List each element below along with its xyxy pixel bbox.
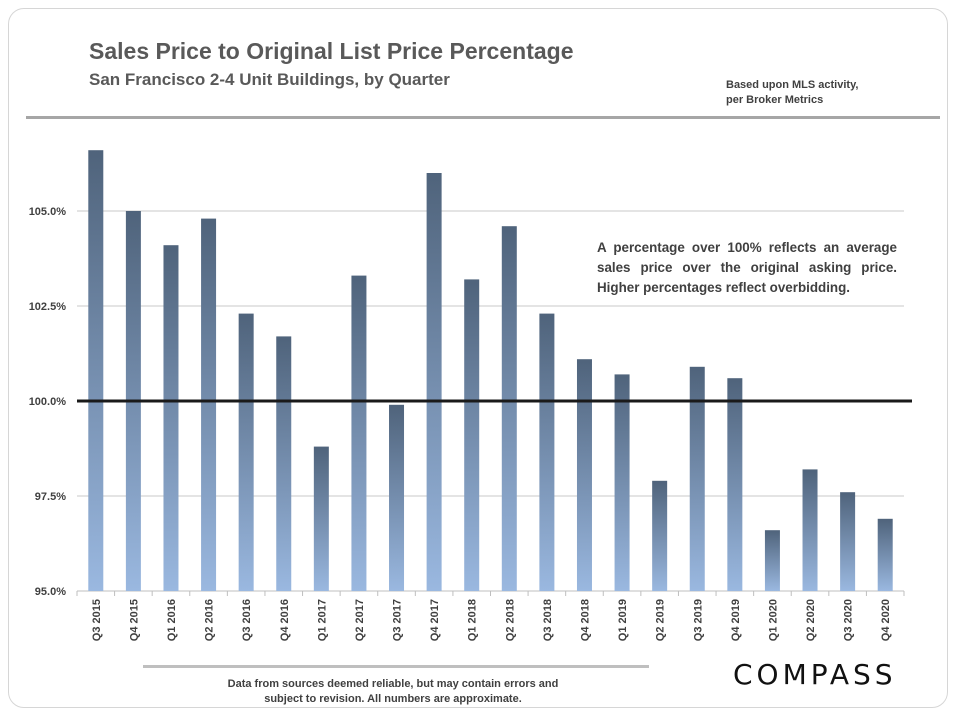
slide-frame bbox=[8, 8, 948, 708]
bar bbox=[163, 245, 179, 591]
x-tick-label: Q2 2019 bbox=[655, 599, 667, 641]
chart-subtitle: San Francisco 2-4 Unit Buildings, by Qua… bbox=[89, 70, 450, 89]
x-tick-label: Q3 2018 bbox=[542, 599, 554, 641]
x-tick-label: Q1 2020 bbox=[767, 599, 779, 641]
y-tick-label: 100.0% bbox=[29, 396, 67, 408]
x-tick-label: Q4 2017 bbox=[429, 599, 441, 641]
bar bbox=[840, 492, 856, 591]
x-tick-label: Q4 2020 bbox=[880, 599, 892, 641]
bar bbox=[802, 469, 818, 591]
annotation-note: A percentage over 100% reflects an avera… bbox=[597, 240, 897, 295]
source-note: Based upon MLS activity, per Broker Metr… bbox=[726, 78, 926, 108]
source-line-2: per Broker Metrics bbox=[726, 94, 824, 106]
x-tick-label: Q1 2016 bbox=[166, 599, 178, 641]
x-tick-label: Q3 2015 bbox=[91, 599, 103, 641]
x-tick-label: Q4 2018 bbox=[579, 599, 591, 641]
bar bbox=[689, 366, 705, 591]
y-tick-label: 95.0% bbox=[35, 586, 66, 598]
disclaimer: Data from sources deemed reliable, but m… bbox=[180, 677, 606, 707]
x-tick-label: Q3 2019 bbox=[692, 599, 704, 641]
disclaimer-line-2: subject to revision. All numbers are app… bbox=[264, 693, 522, 705]
x-tick-label: Q1 2019 bbox=[617, 599, 629, 641]
bar bbox=[652, 480, 668, 591]
chart-title: Sales Price to Original List Price Perce… bbox=[89, 38, 574, 64]
bar bbox=[426, 173, 442, 591]
x-tick-label: Q2 2018 bbox=[504, 599, 516, 641]
compass-logo: COMPASS bbox=[733, 658, 897, 691]
bar bbox=[313, 446, 329, 591]
bar bbox=[88, 150, 104, 591]
x-tick-label: Q2 2017 bbox=[354, 599, 366, 641]
x-tick-label: Q1 2018 bbox=[467, 599, 479, 641]
bar bbox=[351, 275, 367, 591]
disclaimer-line-1: Data from sources deemed reliable, but m… bbox=[227, 678, 559, 690]
x-tick-label: Q4 2015 bbox=[128, 599, 140, 641]
y-axis-ticks: 95.0% 97.5% 100.0% 102.5% 105.0% bbox=[29, 206, 67, 598]
bar bbox=[464, 279, 480, 591]
footer-divider bbox=[143, 665, 649, 668]
bar bbox=[201, 218, 217, 591]
x-tick-label: Q1 2017 bbox=[316, 599, 328, 641]
header-divider bbox=[26, 116, 940, 119]
y-tick-label: 105.0% bbox=[29, 206, 67, 218]
y-tick-label: 97.5% bbox=[35, 491, 66, 503]
bar bbox=[501, 226, 517, 591]
bar bbox=[276, 336, 292, 591]
y-tick-label: 102.5% bbox=[29, 301, 67, 313]
source-line-1: Based upon MLS activity, bbox=[726, 79, 859, 91]
x-tick-label: Q2 2016 bbox=[204, 599, 216, 641]
x-tick-label: Q3 2017 bbox=[392, 599, 404, 641]
x-tick-label: Q2 2020 bbox=[805, 599, 817, 641]
bar bbox=[576, 359, 592, 591]
bar bbox=[539, 313, 555, 591]
bar bbox=[389, 404, 405, 591]
x-tick-label: Q4 2019 bbox=[730, 599, 742, 641]
bar bbox=[238, 313, 254, 591]
x-axis-ticks: Q3 2015 Q4 2015 Q1 2016 Q2 2016 Q3 2016 Q4 20… bbox=[76, 591, 905, 641]
bar bbox=[877, 518, 893, 591]
x-tick-label: Q4 2016 bbox=[279, 599, 291, 641]
bars bbox=[88, 150, 893, 591]
bar bbox=[727, 378, 743, 591]
x-tick-label: Q3 2016 bbox=[241, 599, 253, 641]
bar bbox=[614, 374, 630, 591]
x-tick-label: Q3 2020 bbox=[843, 599, 855, 641]
bar bbox=[764, 530, 780, 591]
